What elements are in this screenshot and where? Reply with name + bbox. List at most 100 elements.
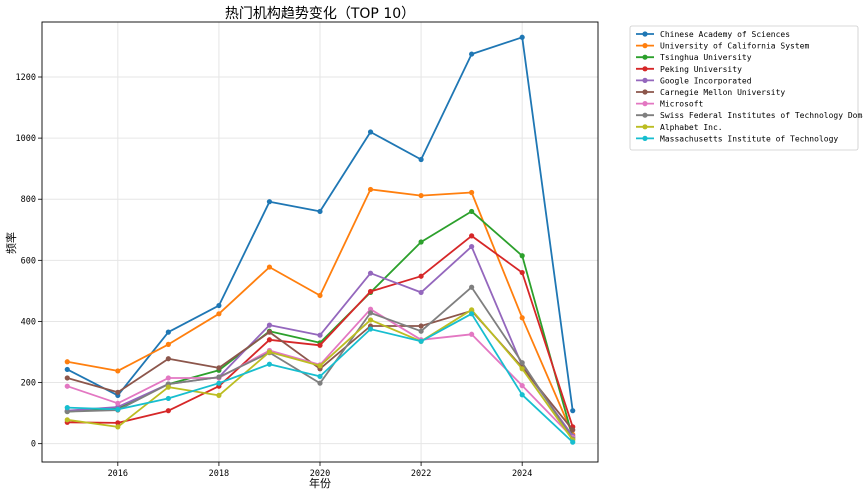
- data-point: [367, 306, 374, 312]
- legend-marker: [642, 124, 648, 130]
- legend-entry: University of California System: [636, 42, 809, 51]
- data-point: [367, 186, 374, 193]
- data-point: [266, 322, 273, 328]
- data-point: [418, 289, 424, 296]
- data-point: [418, 323, 424, 329]
- legend-box: [629, 25, 859, 151]
- legend-items: Chinese Academy of Sciences University of…: [636, 30, 863, 143]
- data-point: [64, 366, 70, 373]
- data-point: [469, 311, 475, 317]
- legend-entry: Microsoft: [636, 100, 704, 109]
- data-point: [367, 129, 374, 135]
- data-point: [216, 311, 222, 317]
- data-point: [317, 373, 323, 380]
- data-point: [266, 361, 273, 367]
- data-point: [115, 368, 121, 374]
- data-point: [317, 332, 323, 338]
- legend-label: Massachusetts Institute of Technology: [660, 134, 838, 143]
- y-tick-label: 800: [21, 195, 36, 205]
- data-point: [469, 331, 475, 337]
- data-point: [216, 365, 222, 371]
- data-point: [469, 51, 475, 57]
- legend-marker: [642, 31, 648, 37]
- data-point: [317, 208, 323, 215]
- legend-marker: [642, 54, 648, 60]
- data-point: [115, 420, 121, 426]
- data-point: [418, 239, 424, 245]
- data-point: [418, 156, 424, 163]
- legend-label: Swiss Federal Institutes of Technology D…: [660, 111, 863, 120]
- legend-marker: [642, 43, 648, 49]
- data-point: [266, 329, 273, 335]
- x-tick-label: 2020: [310, 469, 330, 479]
- x-tick-label: 2024: [512, 469, 532, 479]
- legend-marker: [642, 101, 648, 107]
- legend-label: Alphabet Inc.: [660, 123, 723, 132]
- data-point: [317, 380, 323, 386]
- legend-label: Google Incorporated: [660, 76, 752, 85]
- x-tick-label: 2016: [108, 469, 128, 479]
- y-tick-label: 0: [31, 440, 36, 450]
- series-layer: [64, 34, 576, 445]
- y-tick-label: 1200: [16, 73, 36, 83]
- data-point: [165, 341, 171, 347]
- data-point: [519, 383, 525, 389]
- data-point: [216, 380, 222, 386]
- data-point: [519, 269, 525, 276]
- y-axis-label: 频率: [4, 232, 18, 254]
- legend-marker: [642, 66, 648, 72]
- data-point: [570, 408, 576, 414]
- legend-entry: Chinese Academy of Sciences: [636, 30, 790, 39]
- data-point: [469, 189, 475, 196]
- x-tick-label: 2022: [411, 469, 431, 479]
- data-point: [165, 375, 171, 381]
- y-tick-label: 600: [21, 256, 36, 266]
- y-tick-label: 1000: [16, 134, 36, 144]
- data-point: [115, 406, 121, 413]
- legend-marker: [642, 135, 648, 141]
- data-point: [469, 284, 475, 290]
- data-point: [317, 342, 323, 348]
- data-point: [519, 253, 525, 259]
- data-point: [115, 424, 121, 430]
- legend-label: Tsinghua University: [660, 53, 752, 62]
- y-tick-label: 400: [21, 317, 36, 327]
- data-point: [570, 427, 576, 433]
- legend-entry: Carnegie Mellon University: [636, 88, 785, 97]
- x-axis-label: 年份: [309, 476, 331, 490]
- data-point: [469, 208, 475, 215]
- series-8: [64, 307, 576, 443]
- data-point: [266, 199, 273, 205]
- legend-entry: Swiss Federal Institutes of Technology D…: [636, 111, 863, 120]
- chart-title: 热门机构趋势变化（TOP 10）: [225, 6, 415, 22]
- data-point: [115, 389, 121, 395]
- data-point: [469, 233, 475, 239]
- data-point: [64, 417, 70, 423]
- data-point: [367, 326, 374, 332]
- legend-entry: Peking University: [636, 65, 742, 74]
- data-point: [64, 375, 70, 381]
- data-point: [367, 288, 374, 295]
- data-point: [519, 315, 525, 321]
- data-point: [165, 356, 171, 362]
- y-axis-ticks: 0 200 400 600 800 1000 1200: [16, 73, 42, 450]
- data-point: [266, 264, 273, 270]
- data-point: [570, 439, 576, 445]
- legend-label: Microsoft: [660, 100, 704, 109]
- data-point: [418, 328, 424, 334]
- legend-marker: [642, 89, 648, 95]
- data-point: [165, 384, 171, 390]
- data-point: [469, 307, 475, 313]
- data-point: [519, 392, 525, 398]
- data-point: [165, 329, 171, 335]
- data-point: [165, 395, 171, 402]
- legend-label: Carnegie Mellon University: [660, 88, 785, 97]
- data-point: [64, 383, 70, 389]
- data-point: [367, 270, 374, 276]
- data-point: [519, 360, 525, 366]
- data-point: [519, 366, 525, 372]
- legend-entry: Massachusetts Institute of Technology: [636, 134, 838, 143]
- data-point: [266, 337, 273, 343]
- data-point: [317, 292, 323, 299]
